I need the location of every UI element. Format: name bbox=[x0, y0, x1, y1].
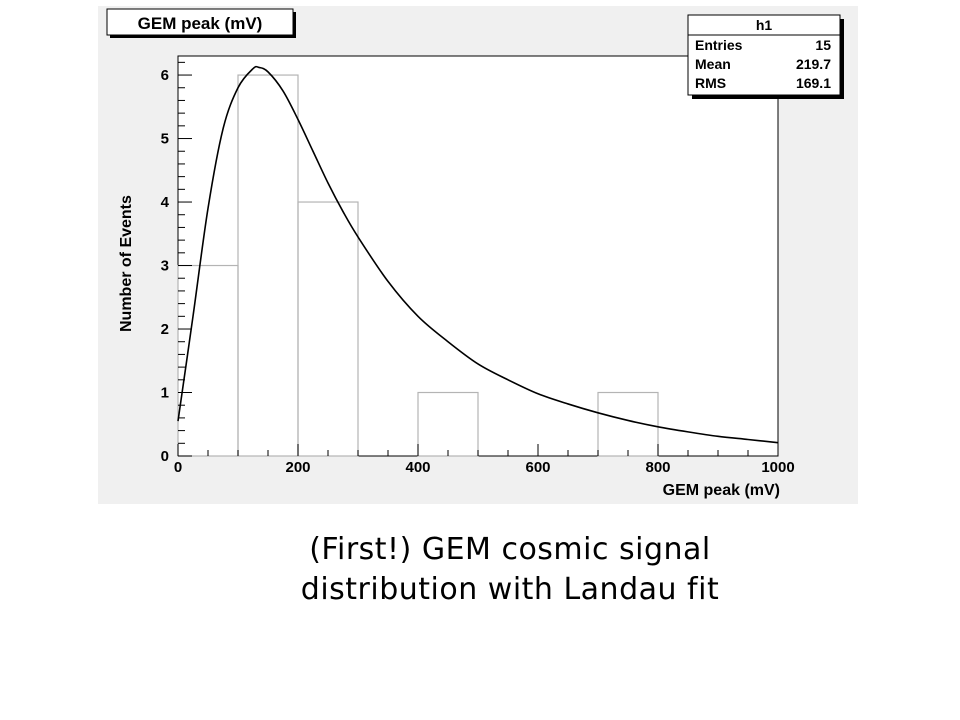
x-tick-label-3: 600 bbox=[525, 459, 550, 476]
stats-value-entries: 15 bbox=[815, 37, 831, 53]
title-box bbox=[106, 8, 294, 36]
x-tick-label-5: 1000 bbox=[761, 459, 794, 476]
stats-label-mean: Mean bbox=[695, 56, 731, 72]
plot-area bbox=[177, 55, 779, 457]
x-tick-label-4: 800 bbox=[645, 459, 670, 476]
chart-title: GEM peak (mV) bbox=[138, 14, 263, 33]
y-tick-label-2: 2 bbox=[161, 321, 169, 338]
y-tick-label-0: 0 bbox=[161, 448, 169, 465]
caption-line-2: distribution with Landau fit bbox=[300, 572, 720, 607]
landau-fit-curve bbox=[177, 65, 779, 444]
y-tick-label-3: 3 bbox=[161, 258, 169, 275]
x-tick-label-2: 400 bbox=[405, 459, 430, 476]
x-tick-label-1: 200 bbox=[285, 459, 310, 476]
stats-box-frame bbox=[687, 14, 841, 96]
y-axis-label: Number of Events bbox=[118, 195, 135, 332]
x-tick-label-0: 0 bbox=[174, 459, 182, 476]
histogram-chart: GEM peak (mV) 0 200 400 600 800 1000 0 1 2 3 4 5 6 G… bbox=[106, 8, 844, 499]
stats-box-name: h1 bbox=[756, 17, 773, 33]
stats-value-mean: 219.7 bbox=[796, 56, 831, 72]
slide-caption: (First!) GEM cosmic signal distribution … bbox=[180, 530, 840, 610]
stats-box: h1 Entries 15 Mean 219.7 RMS 169.1 bbox=[687, 14, 844, 99]
axes: 0 200 400 600 800 1000 0 1 2 3 4 5 6 bbox=[161, 61, 795, 476]
x-axis-label: GEM peak (mV) bbox=[663, 482, 780, 499]
y-tick-label-5: 5 bbox=[161, 131, 169, 148]
y-tick-label-1: 1 bbox=[161, 385, 169, 402]
root-canvas: GEM peak (mV) 0 200 400 600 800 1000 0 1 2 3 4 5 6 G… bbox=[98, 6, 858, 504]
y-tick-label-4: 4 bbox=[161, 194, 170, 211]
stats-label-rms: RMS bbox=[695, 75, 726, 91]
caption-line-1: (First!) GEM cosmic signal bbox=[309, 532, 711, 567]
y-tick-label-6: 6 bbox=[161, 67, 169, 84]
stats-label-entries: Entries bbox=[695, 37, 743, 53]
stats-value-rms: 169.1 bbox=[796, 75, 831, 91]
